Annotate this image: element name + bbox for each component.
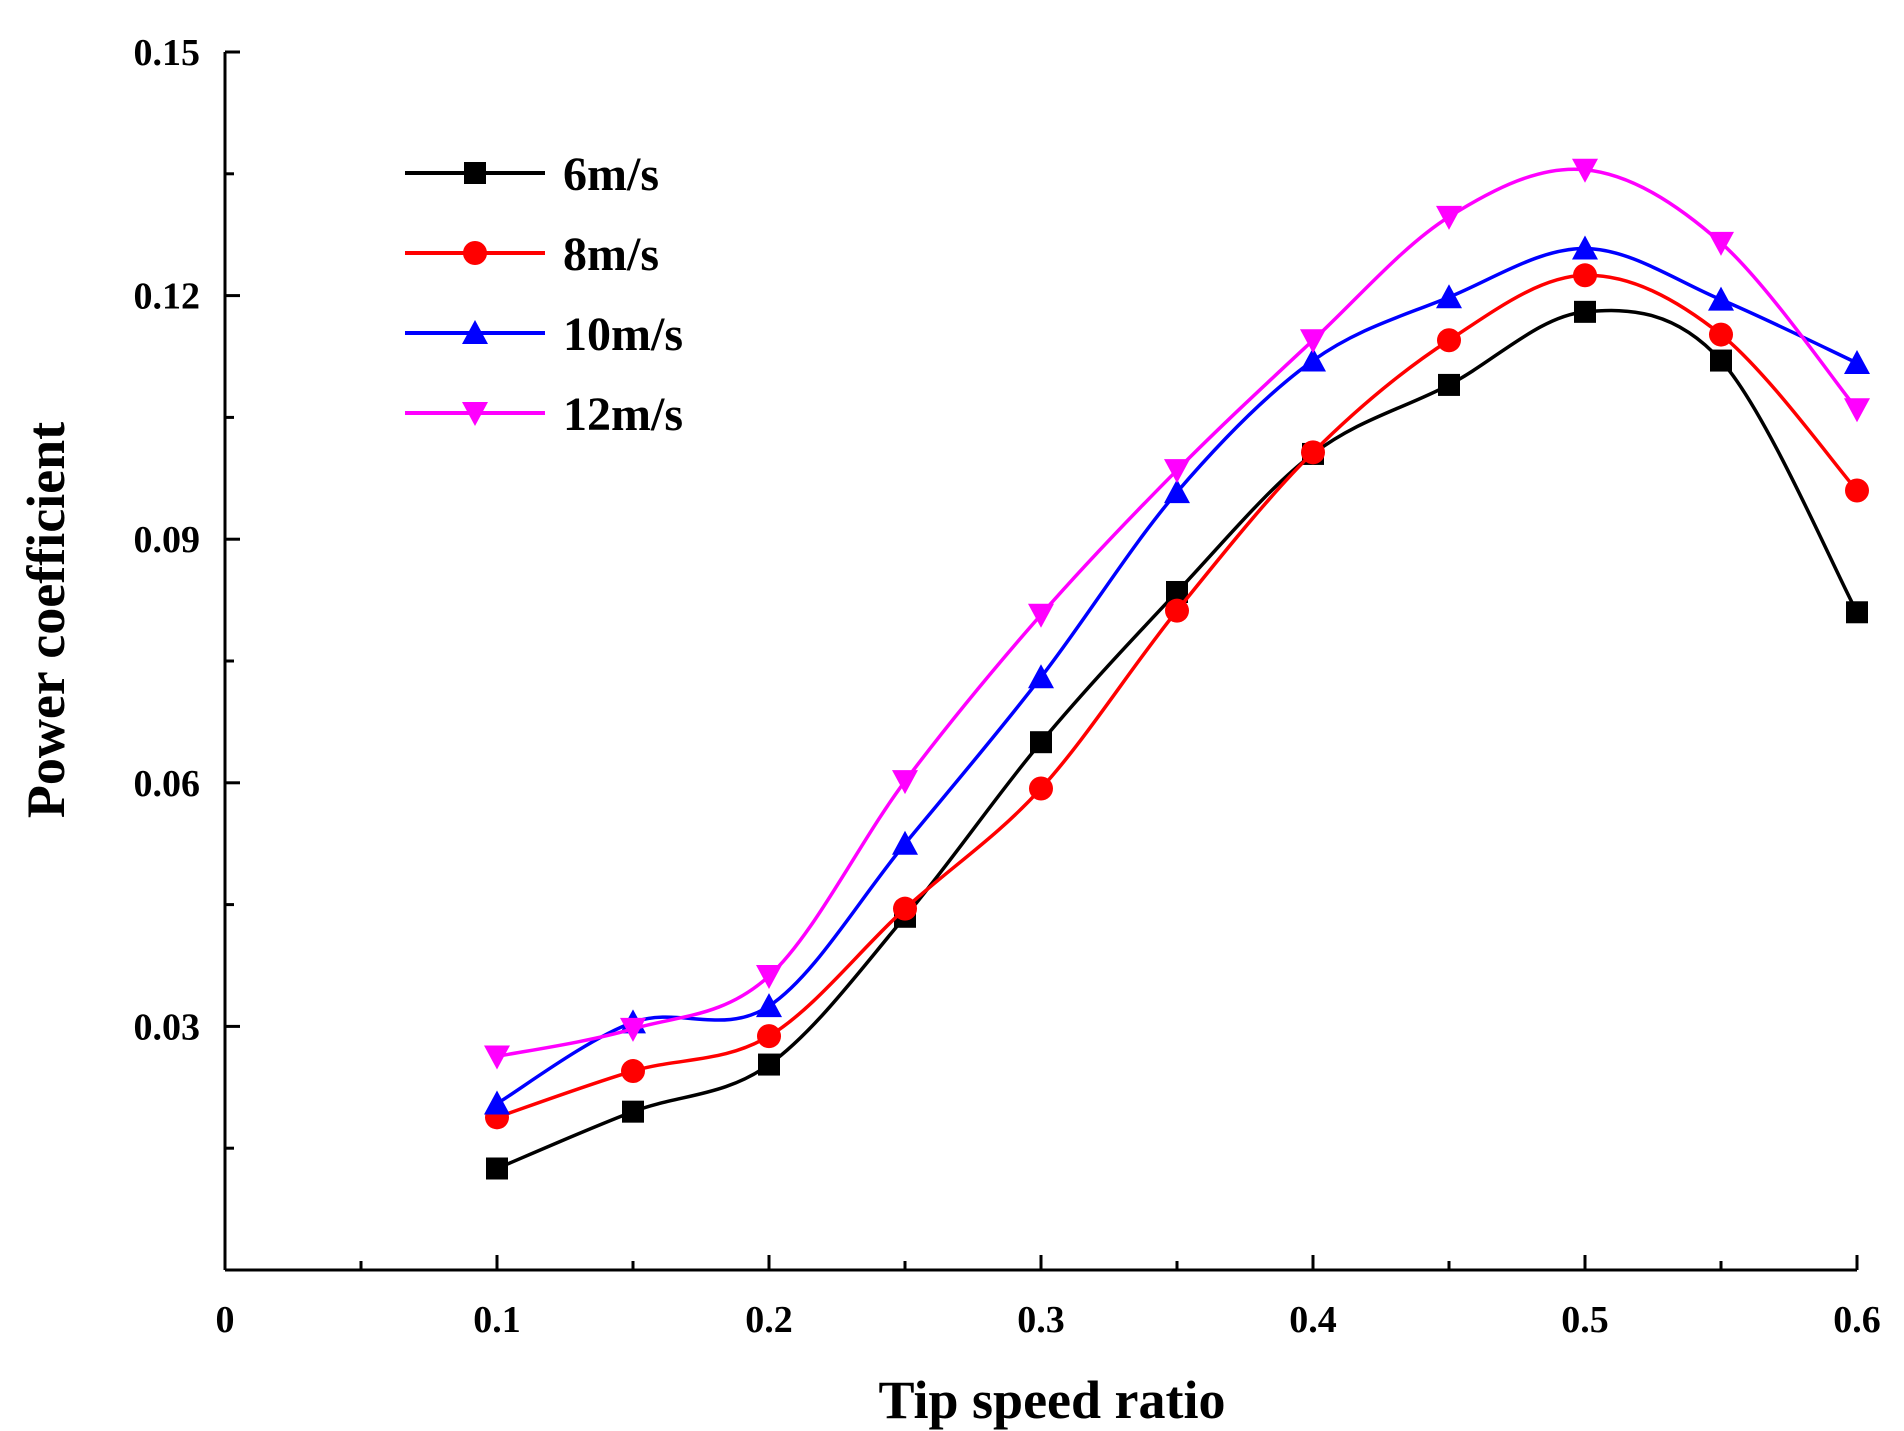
- legend-label: 8m/s: [563, 228, 659, 281]
- data-point: [892, 770, 918, 795]
- legend-marker: [463, 241, 487, 265]
- data-point: [1572, 158, 1598, 183]
- data-point: [1164, 459, 1190, 484]
- data-point: [892, 830, 918, 855]
- legend-label: 6m/s: [563, 148, 659, 201]
- y-tick-label: 0.06: [134, 763, 201, 805]
- data-point: [1438, 373, 1460, 396]
- x-tick-label: 0.5: [1561, 1299, 1609, 1341]
- data-point: [1166, 580, 1188, 603]
- data-point: [1028, 603, 1054, 628]
- data-point: [1708, 231, 1734, 256]
- data-point: [1573, 263, 1597, 288]
- data-point: [484, 1090, 510, 1115]
- x-tick-label: 0.4: [1289, 1299, 1337, 1341]
- legend-entry: 8m/s: [405, 228, 659, 281]
- data-point: [1165, 598, 1189, 623]
- data-point: [1574, 300, 1596, 323]
- legend-label: 12m/s: [563, 388, 683, 441]
- data-point: [1300, 329, 1326, 354]
- data-point: [757, 1024, 781, 1049]
- data-point: [1029, 776, 1053, 801]
- data-point: [756, 993, 782, 1018]
- data-point: [1710, 349, 1732, 372]
- series-6m/s: [486, 300, 1868, 1180]
- data-point: [1301, 440, 1325, 465]
- legend-marker: [462, 320, 488, 344]
- data-point: [756, 965, 782, 990]
- series-line: [496, 246, 1858, 1106]
- data-point: [1844, 349, 1870, 374]
- legend-marker: [464, 162, 486, 184]
- y-tick-label: 0.15: [134, 32, 201, 74]
- legend: 6m/s 8m/s 10m/s 12m/s: [405, 148, 683, 441]
- x-tick-label: 0.2: [745, 1299, 793, 1341]
- y-tick-label: 0.12: [134, 276, 201, 318]
- series-layer: [484, 158, 1870, 1180]
- legend-label: 10m/s: [563, 308, 683, 361]
- y-axis-title: Power coefficient: [16, 422, 76, 818]
- series-10m/s: [484, 235, 1870, 1115]
- data-point: [1030, 731, 1052, 754]
- data-point: [621, 1059, 645, 1084]
- data-point: [1164, 479, 1190, 504]
- data-point: [1845, 478, 1869, 503]
- x-tick-label: 0: [216, 1299, 235, 1341]
- data-point: [1437, 328, 1461, 353]
- data-point: [1708, 286, 1734, 311]
- data-point: [1572, 235, 1598, 260]
- legend-entry: 6m/s: [405, 148, 659, 201]
- data-point: [1436, 205, 1462, 230]
- series-line: [496, 308, 1859, 1171]
- legend-marker: [462, 402, 488, 426]
- data-point: [893, 896, 917, 921]
- data-point: [486, 1157, 508, 1180]
- axes: 0 0.1 0.2 0.3 0.4 0.5 0.6 0.03 0.06 0.09 0.12 0.15: [134, 32, 1881, 1341]
- y-tick-label: 0.03: [134, 1006, 201, 1048]
- x-axis-title: Tip speed ratio: [878, 1370, 1225, 1430]
- data-point: [622, 1100, 644, 1123]
- x-tick-label: 0.6: [1833, 1299, 1881, 1341]
- data-point: [1028, 664, 1054, 689]
- x-tick-label: 0.3: [1017, 1299, 1065, 1341]
- series-line: [496, 273, 1859, 1119]
- data-point: [484, 1045, 510, 1070]
- x-tick-label: 0.1: [473, 1299, 521, 1341]
- data-point: [1709, 322, 1733, 347]
- data-point: [758, 1053, 780, 1076]
- series-12m/s: [484, 158, 1870, 1070]
- data-point: [1846, 601, 1868, 624]
- legend-entry: 12m/s: [405, 388, 683, 441]
- data-point: [620, 1017, 646, 1042]
- data-point: [1436, 284, 1462, 309]
- legend-entry: 10m/s: [405, 308, 683, 361]
- y-tick-label: 0.09: [134, 519, 201, 561]
- data-point: [1844, 398, 1870, 423]
- series-8m/s: [485, 263, 1869, 1130]
- data-point: [1300, 347, 1326, 372]
